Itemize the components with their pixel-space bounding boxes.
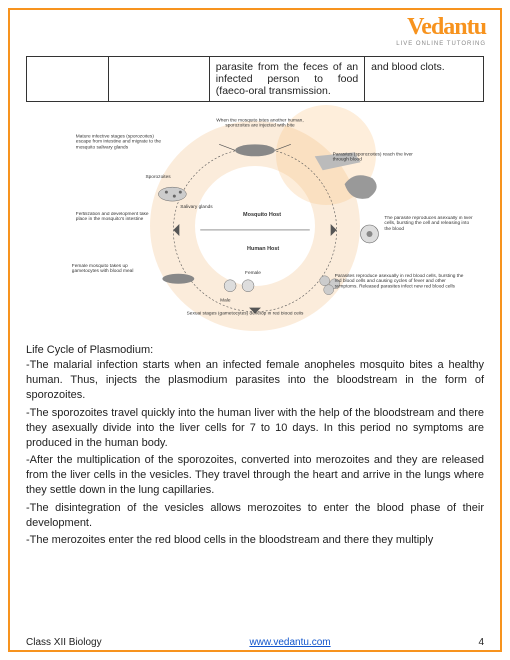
- cell-3: parasite from the feces of an infected p…: [209, 57, 364, 102]
- cell-4: and blood clots.: [365, 57, 484, 102]
- mosquito-host-label: Mosquito Host: [243, 212, 281, 218]
- cell-1: [27, 57, 109, 102]
- male-label: Male: [220, 298, 231, 304]
- human-host-label: Human Host: [247, 246, 279, 252]
- liver-repro-label: The parasite reproduces asexually in liv…: [384, 216, 474, 232]
- paragraph-1: -The malarial infection starts when an i…: [26, 358, 484, 404]
- section-title: Life Cycle of Plasmodium:: [26, 344, 484, 356]
- salivary-label: Salivary glands: [180, 204, 213, 210]
- logo: Vedantu: [396, 14, 486, 41]
- page-number: 4: [478, 637, 484, 648]
- paragraph-5: -The merozoites enter the red blood cell…: [26, 533, 484, 548]
- female-gam-label: Female mosquito takes up gametocytes wit…: [72, 264, 154, 274]
- left-upper-label: Mature infective stages (sporozoites) es…: [76, 134, 166, 150]
- fert-label: Fertilization and development take place…: [76, 212, 156, 222]
- cell-2: [109, 57, 210, 102]
- content-area: parasite from the feces of an infected p…: [26, 56, 484, 630]
- paragraph-2: -The sporozoites travel quickly into the…: [26, 406, 484, 452]
- top-label: When the mosquito bites another human, s…: [205, 118, 315, 128]
- footer-class: Class XII Biology: [26, 637, 102, 648]
- footer-link[interactable]: www.vedantu.com: [249, 637, 330, 648]
- liver-label: Parasites (sporozoites) reach the liver …: [333, 152, 423, 162]
- paragraph-4: -The disintegration of the vesicles allo…: [26, 501, 484, 531]
- info-table: parasite from the feces of an infected p…: [26, 56, 484, 102]
- table-row: parasite from the feces of an infected p…: [27, 57, 484, 102]
- tagline: LIVE ONLINE TUTORING: [396, 41, 486, 47]
- life-cycle-diagram: Mosquito Host Human Host When the mosqu: [26, 116, 484, 336]
- sex-stages-label: Sexual stages (gametocytes) develop in r…: [185, 312, 304, 317]
- header: Vedantu LIVE ONLINE TUTORING: [396, 14, 486, 47]
- paragraph-3: -After the multiplication of the sporozo…: [26, 453, 484, 499]
- female-label: Female: [245, 270, 261, 276]
- footer: Class XII Biology www.vedantu.com 4: [26, 637, 484, 648]
- rbc-repro-label: Parasites reproduce asexually in red blo…: [335, 274, 464, 290]
- cycle-svg: Mosquito Host Human Host When the mosqu: [26, 116, 484, 336]
- sporo-label: Sporozoites: [145, 174, 171, 180]
